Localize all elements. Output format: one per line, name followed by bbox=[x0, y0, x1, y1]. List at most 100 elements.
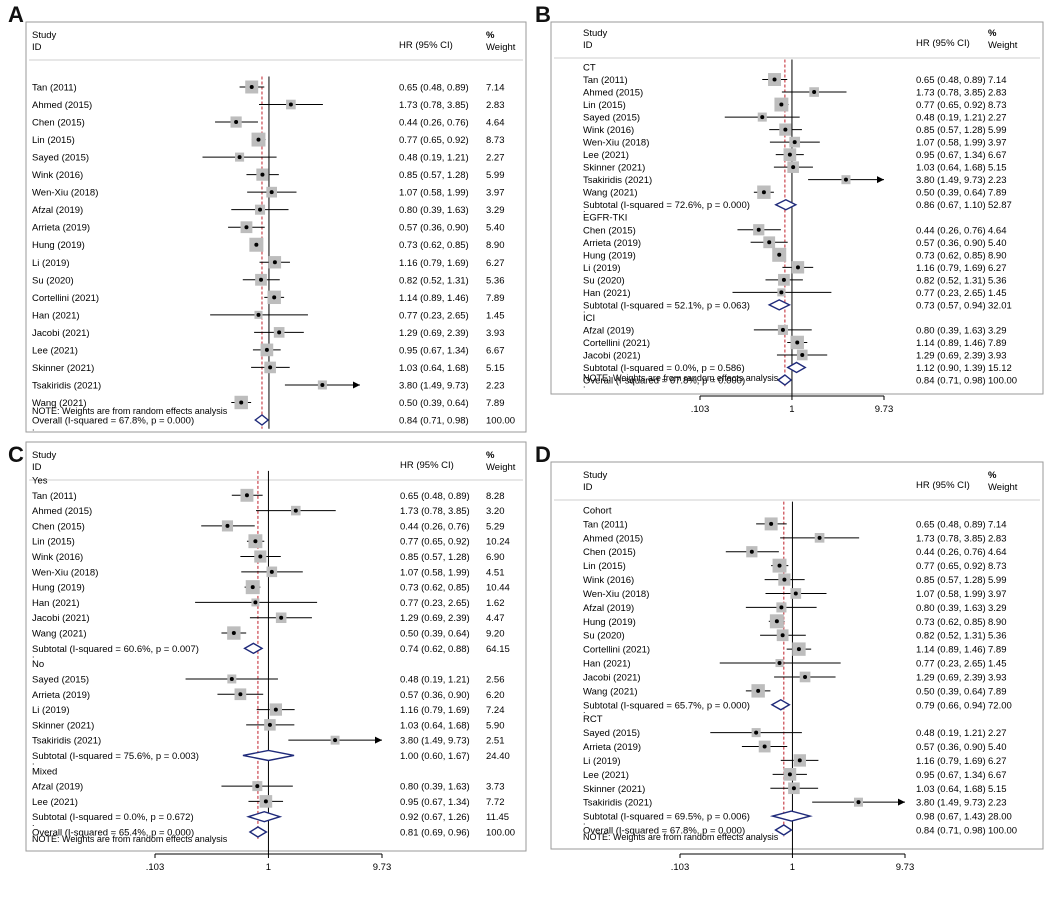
panel-letter-a: A bbox=[8, 2, 24, 27]
hr-ci-value: 1.16 (0.79, 1.69) bbox=[916, 756, 986, 767]
study-label: Wink (2016) bbox=[32, 552, 83, 563]
study-label: Arrieta (2019) bbox=[583, 238, 641, 249]
point-estimate bbox=[269, 569, 274, 574]
spacer-dot: . bbox=[32, 818, 35, 828]
hr-ci-value: 0.57 (0.36, 0.90) bbox=[400, 690, 470, 701]
hr-ci-value: 0.44 (0.26, 0.76) bbox=[916, 225, 986, 236]
point-estimate bbox=[259, 277, 264, 282]
weight-value: 6.90 bbox=[486, 552, 505, 563]
weight-value: 6.67 bbox=[486, 345, 505, 356]
point-estimate bbox=[760, 115, 765, 120]
study-label: Chen (2015) bbox=[583, 225, 636, 236]
study-label: Wink (2016) bbox=[583, 575, 634, 586]
point-estimate bbox=[856, 800, 861, 805]
hr-ci-value: 1.03 (0.64, 1.68) bbox=[400, 720, 470, 731]
weight-value: 7.14 bbox=[988, 75, 1007, 86]
x-axis-tick-label: 1 bbox=[789, 404, 794, 415]
point-estimate bbox=[277, 330, 282, 335]
point-estimate bbox=[320, 382, 325, 387]
panel-frame bbox=[25, 21, 527, 433]
ci-arrow bbox=[877, 176, 884, 184]
weight-value: 5.99 bbox=[988, 575, 1007, 586]
point-estimate bbox=[843, 177, 848, 182]
point-estimate bbox=[272, 260, 277, 265]
hr-ci-value: 0.50 (0.39, 0.64) bbox=[400, 629, 470, 640]
point-estimate bbox=[797, 758, 802, 763]
study-label: Lee (2021) bbox=[32, 797, 78, 808]
point-estimate bbox=[268, 365, 273, 370]
overall-diamond bbox=[254, 414, 270, 426]
weight-value: 7.89 bbox=[988, 338, 1007, 349]
study-label: Wang (2021) bbox=[583, 188, 638, 199]
subgroup-label: No bbox=[32, 659, 44, 670]
hr-ci-value: 0.80 (0.39, 1.63) bbox=[916, 603, 986, 614]
weight-value: 72.00 bbox=[988, 700, 1012, 711]
weight-value: 2.83 bbox=[988, 533, 1007, 544]
hr-ci-value: 0.50 (0.39, 0.64) bbox=[916, 188, 986, 199]
hr-ci-value: 0.77 (0.23, 2.65) bbox=[916, 288, 986, 299]
study-label: Wen-Xiu (2018) bbox=[583, 138, 649, 149]
study-label: Afzal (2019) bbox=[583, 603, 634, 614]
study-label: Arrieta (2019) bbox=[32, 223, 90, 234]
hr-ci-value: 0.82 (0.52, 1.31) bbox=[916, 631, 986, 642]
point-estimate bbox=[780, 327, 785, 332]
weight-value: 52.87 bbox=[988, 200, 1012, 211]
hr-ci-value: 1.03 (0.64, 1.68) bbox=[916, 784, 986, 795]
spacer-dot: . bbox=[583, 830, 586, 840]
point-estimate bbox=[256, 137, 261, 142]
study-label: Wen-Xiu (2018) bbox=[32, 188, 98, 199]
hr-ci-value: 0.57 (0.36, 0.90) bbox=[916, 238, 986, 249]
study-label: Skinner (2021) bbox=[32, 363, 94, 374]
weight-value: 10.24 bbox=[486, 537, 510, 548]
subtotal-label: Subtotal (I-squared = 0.0%, p = 0.672) bbox=[32, 812, 194, 823]
weight-value: 6.67 bbox=[988, 150, 1007, 161]
weight-value: 1.45 bbox=[988, 659, 1007, 670]
panel-frame bbox=[550, 461, 1044, 850]
hr-ci-value: 1.07 (0.58, 1.99) bbox=[400, 567, 470, 578]
point-estimate bbox=[793, 591, 798, 596]
hr-ci-value: 0.48 (0.19, 1.21) bbox=[916, 113, 986, 124]
hr-ci-value: 0.84 (0.71, 0.98) bbox=[916, 376, 986, 387]
study-label: Lee (2021) bbox=[583, 770, 629, 781]
study-label: Hung (2019) bbox=[583, 617, 636, 628]
hr-ci-value: 0.50 (0.39, 0.64) bbox=[916, 686, 986, 697]
hr-ci-value: 0.81 (0.69, 0.96) bbox=[400, 828, 470, 839]
header-weight: Weight bbox=[988, 482, 1018, 493]
hr-ci-value: 0.95 (0.67, 1.34) bbox=[400, 797, 470, 808]
study-label: Tan (2011) bbox=[583, 519, 628, 530]
weight-value: 1.45 bbox=[486, 310, 505, 321]
weight-value: 100.00 bbox=[988, 826, 1017, 837]
study-label: Han (2021) bbox=[32, 310, 80, 321]
weight-value: 2.27 bbox=[486, 153, 505, 164]
hr-ci-value: 0.80 (0.39, 1.63) bbox=[399, 205, 469, 216]
hr-ci-value: 0.80 (0.39, 1.63) bbox=[400, 782, 470, 793]
study-label: Wen-Xiu (2018) bbox=[32, 567, 98, 578]
point-estimate bbox=[756, 227, 761, 232]
study-label: Tsakiridis (2021) bbox=[32, 380, 101, 391]
weight-value: 5.40 bbox=[486, 223, 505, 234]
study-label: Jacobi (2021) bbox=[32, 328, 90, 339]
hr-ci-value: 1.73 (0.78, 3.85) bbox=[916, 88, 986, 99]
header-percent: % bbox=[988, 28, 997, 39]
point-estimate bbox=[267, 722, 272, 727]
spacer-dot: . bbox=[32, 650, 35, 660]
weight-value: 7.72 bbox=[486, 797, 505, 808]
panel-letter-c: C bbox=[8, 442, 24, 467]
study-label: Sayed (2015) bbox=[32, 153, 89, 164]
weight-value: 11.45 bbox=[486, 812, 509, 823]
hr-ci-value: 1.29 (0.69, 2.39) bbox=[400, 613, 470, 624]
header-study: Study bbox=[32, 450, 57, 461]
header-study: Study bbox=[32, 30, 57, 41]
point-estimate bbox=[749, 549, 754, 554]
hr-ci-value: 1.73 (0.78, 3.85) bbox=[400, 506, 470, 517]
study-label: Jacobi (2021) bbox=[583, 350, 641, 361]
hr-ci-value: 0.48 (0.19, 1.21) bbox=[400, 674, 470, 685]
header-study: Study bbox=[583, 28, 608, 39]
study-label: Tsakiridis (2021) bbox=[32, 736, 101, 747]
overall-label: Overall (I-squared = 67.8%, p = 0.000) bbox=[583, 826, 745, 837]
weight-value: 15.12 bbox=[988, 363, 1012, 374]
point-estimate bbox=[783, 127, 788, 132]
header-weight: Weight bbox=[486, 42, 516, 53]
